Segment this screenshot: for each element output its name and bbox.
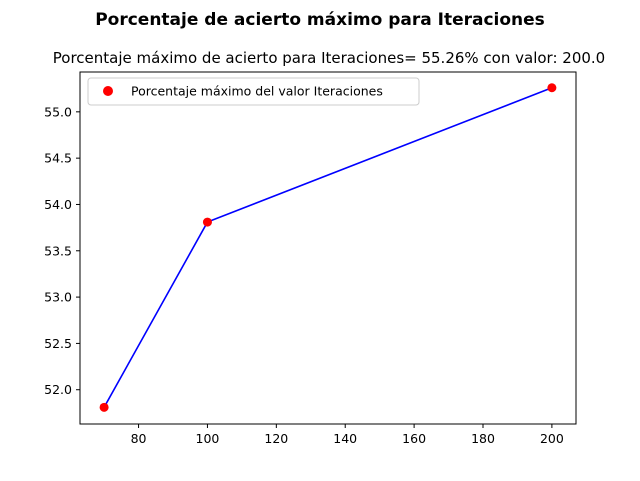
series-layer <box>99 83 557 412</box>
x-tick-label: 140 <box>333 431 357 446</box>
x-tick-label: 80 <box>131 431 147 446</box>
y-tick-label: 54.5 <box>44 151 72 166</box>
y-tick-label: 54.0 <box>44 197 72 212</box>
data-point <box>202 217 212 227</box>
legend: Porcentaje máximo del valor Iteraciones <box>87 77 420 106</box>
data-point <box>99 402 109 412</box>
chart-title: Porcentaje máximo de acierto para Iterac… <box>53 49 605 67</box>
y-axis: 52.0 52.5 53.0 53.5 54.0 54.5 55.0 <box>44 104 80 397</box>
x-tick-label: 160 <box>402 431 426 446</box>
legend-box <box>87 77 420 106</box>
x-tick-label: 180 <box>471 431 495 446</box>
x-tick-label: 120 <box>264 431 288 446</box>
axes-frame <box>79 71 577 425</box>
y-tick-label: 52.5 <box>44 336 72 351</box>
legend-marker <box>103 86 113 96</box>
plot-area <box>79 71 577 425</box>
legend-label: Porcentaje máximo del valor Iteraciones <box>131 84 383 99</box>
x-tick-label: 100 <box>196 431 220 446</box>
y-tick-label: 53.0 <box>44 290 72 305</box>
y-tick-label: 52.0 <box>44 382 72 397</box>
chart-suptitle: Porcentaje de acierto máximo para Iterac… <box>95 10 545 30</box>
x-tick-label: 200 <box>540 431 564 446</box>
y-tick-label: 55.0 <box>44 104 72 119</box>
data-point <box>547 83 557 93</box>
y-tick-label: 53.5 <box>44 243 72 258</box>
x-axis: 80 100 120 140 160 180 200 <box>131 424 564 446</box>
